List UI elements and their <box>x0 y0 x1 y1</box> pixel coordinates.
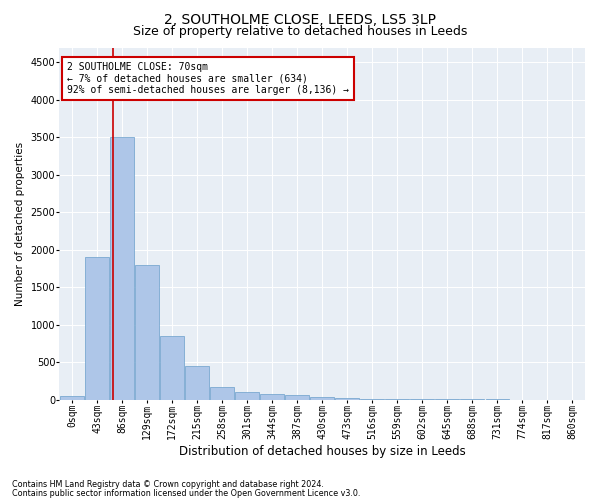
Text: Contains HM Land Registry data © Crown copyright and database right 2024.: Contains HM Land Registry data © Crown c… <box>12 480 324 489</box>
Bar <box>361 399 384 400</box>
Text: Size of property relative to detached houses in Leeds: Size of property relative to detached ho… <box>133 25 467 38</box>
Text: 2 SOUTHOLME CLOSE: 70sqm
← 7% of detached houses are smaller (634)
92% of semi-d: 2 SOUTHOLME CLOSE: 70sqm ← 7% of detache… <box>67 62 349 95</box>
Bar <box>260 394 284 400</box>
Bar <box>310 396 334 400</box>
Bar <box>160 336 184 400</box>
Y-axis label: Number of detached properties: Number of detached properties <box>15 142 25 306</box>
Bar <box>335 398 359 400</box>
X-axis label: Distribution of detached houses by size in Leeds: Distribution of detached houses by size … <box>179 444 466 458</box>
Bar <box>235 392 259 400</box>
Bar <box>185 366 209 400</box>
Bar <box>85 257 109 400</box>
Bar <box>210 387 234 400</box>
Text: 2, SOUTHOLME CLOSE, LEEDS, LS5 3LP: 2, SOUTHOLME CLOSE, LEEDS, LS5 3LP <box>164 12 436 26</box>
Text: Contains public sector information licensed under the Open Government Licence v3: Contains public sector information licen… <box>12 489 361 498</box>
Bar <box>60 396 84 400</box>
Bar <box>286 396 309 400</box>
Bar <box>110 138 134 400</box>
Bar <box>135 264 159 400</box>
